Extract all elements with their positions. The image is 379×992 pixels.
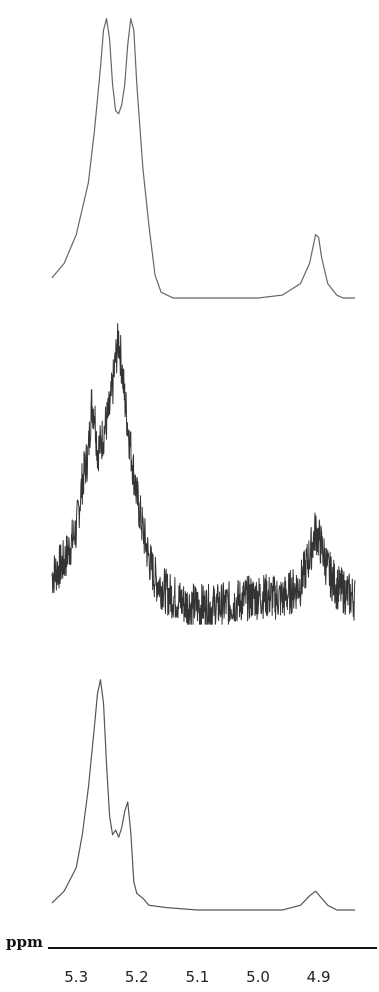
spectrum-trace-3 [51, 679, 355, 911]
x-tick-label: 5.2 [125, 968, 149, 986]
x-tick-label: 5.3 [64, 968, 88, 986]
spectrum-trace-2 [51, 323, 356, 625]
spectrum-trace-1 [51, 18, 355, 299]
x-tick-label: 5.1 [185, 968, 209, 986]
x-tick-label: 5.0 [246, 968, 270, 986]
x-axis-ticks: 5.3 5.2 5.1 5.0 4.9 [64, 968, 330, 986]
spectra-group [51, 18, 356, 911]
x-tick-label: 4.9 [307, 968, 331, 986]
x-axis-unit-label: ppm [6, 933, 43, 951]
